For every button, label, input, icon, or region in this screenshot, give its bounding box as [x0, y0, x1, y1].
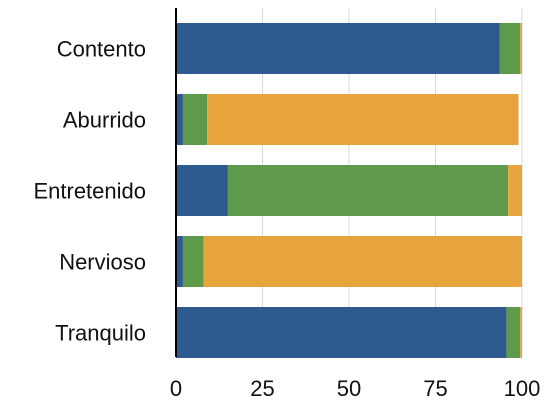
category-label-entretenido: Entretenido: [33, 179, 146, 204]
category-label-contento: Contento: [57, 37, 146, 62]
bars: [176, 23, 522, 358]
bar-entretenido-segment-1: [176, 165, 228, 216]
category-label-tranquilo: Tranquilo: [55, 321, 146, 346]
category-label-nervioso: Nervioso: [59, 250, 146, 275]
x-tick-label-0: 0: [170, 376, 182, 401]
bar-entretenido-segment-3: [508, 165, 522, 216]
bar-tranquilo-segment-2: [506, 307, 521, 358]
bar-aburrido-segment-2: [182, 94, 208, 145]
x-tick-label-25: 25: [250, 376, 274, 401]
bar-tranquilo-segment-3: [520, 307, 522, 358]
bar-aburrido-segment-3: [207, 94, 519, 145]
bar-nervioso-segment-3: [203, 236, 522, 287]
x-tick-label-50: 50: [337, 376, 361, 401]
bar-contento-segment-1: [176, 23, 500, 74]
bar-contento-segment-2: [499, 23, 521, 74]
category-labels: Contento Aburrido Entretenido Nervioso Tranq…: [33, 37, 146, 346]
x-tick-label-75: 75: [423, 376, 447, 401]
bar-tranquilo-segment-1: [176, 307, 507, 358]
bar-entretenido-segment-2: [227, 165, 509, 216]
x-tick-label-100: 100: [504, 376, 541, 401]
x-tick-labels: 0 25 50 75 100: [170, 376, 540, 401]
category-label-aburrido: Aburrido: [63, 108, 146, 133]
bar-nervioso-segment-2: [182, 236, 204, 287]
bar-nervioso-segment-1: [176, 236, 183, 287]
bar-aburrido-segment-1: [176, 94, 183, 145]
bar-contento-segment-3: [520, 23, 522, 74]
